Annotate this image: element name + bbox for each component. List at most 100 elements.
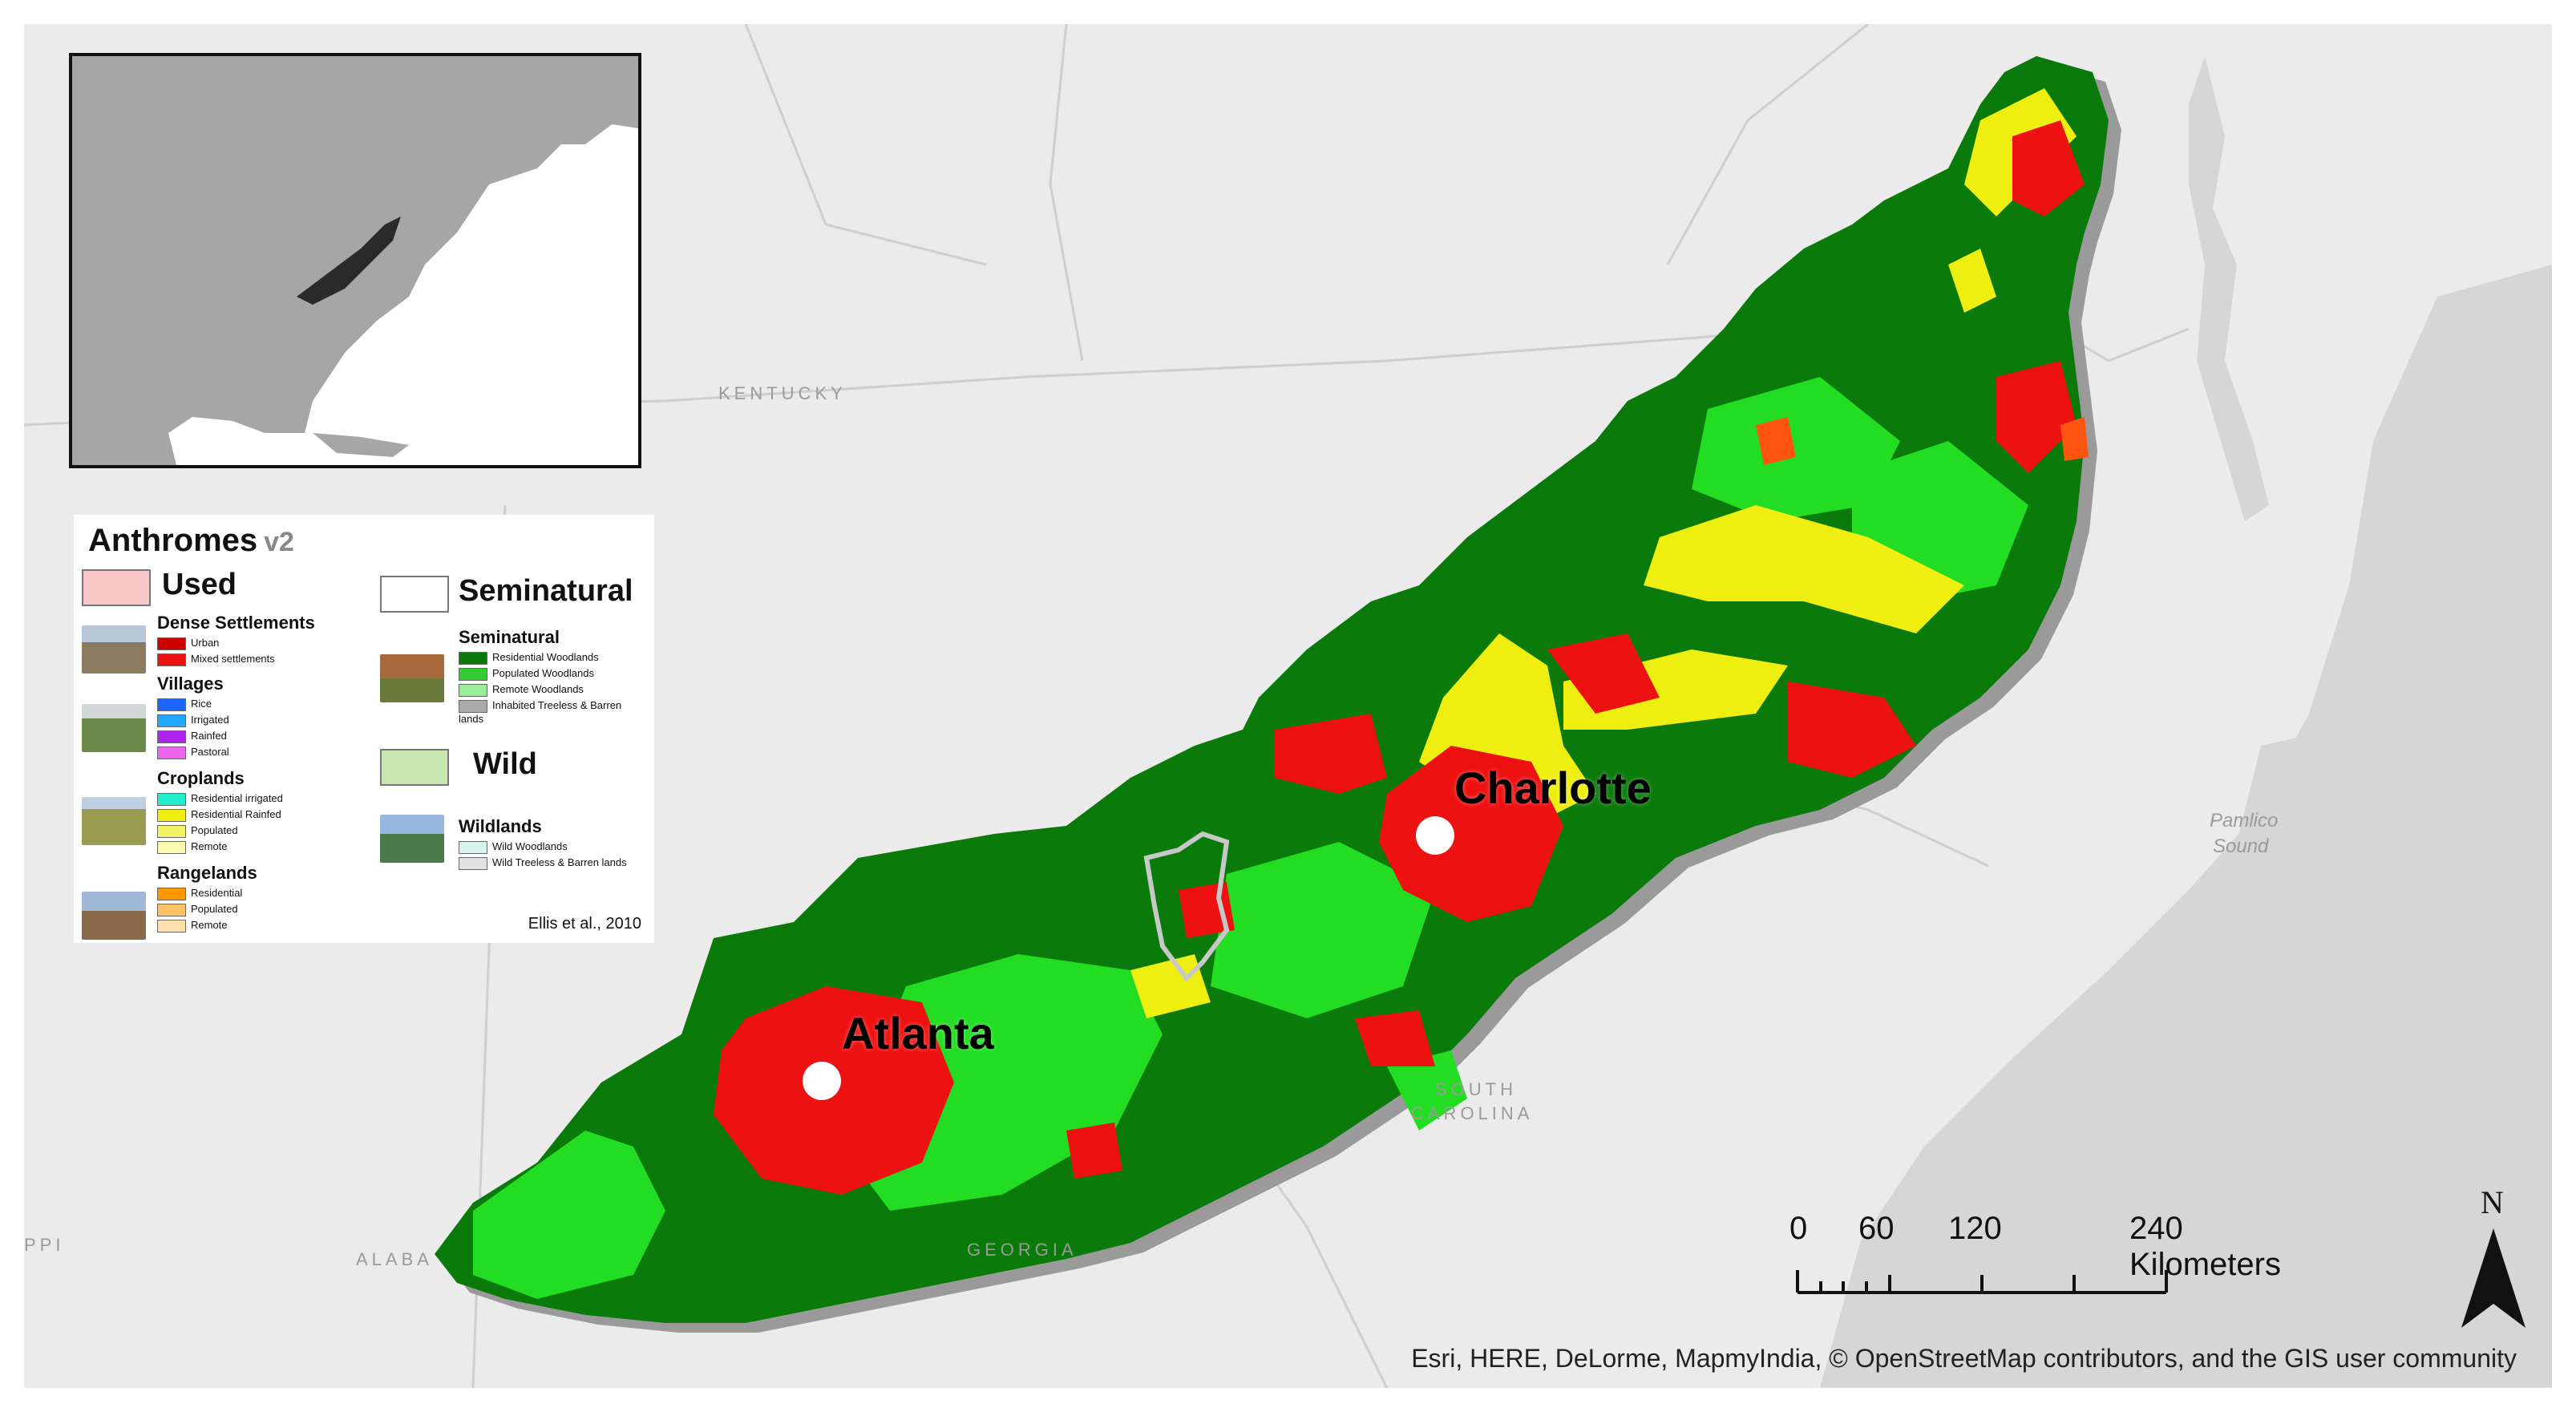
scale-label-0: 0 [1789,1211,1808,1246]
group-seminatural: Seminatural [459,627,560,647]
chesapeake-bay [2189,56,2269,521]
used-swatch [82,569,151,606]
item-rainfed-label: Rainfed [191,730,227,742]
locator-inset [69,53,641,468]
swatch-populated-woodlands [459,667,487,681]
scale-label-120: 120 [1948,1211,2002,1246]
item-remote-woodlands: Remote Woodlands [459,683,584,697]
legend-title-text: Anthromes [88,523,258,558]
item-residential-woodlands: Residential Woodlands [459,651,599,665]
wild-label: Wild [473,747,537,781]
item-populated-woodlands: Populated Woodlands [459,667,594,681]
pamlico-sound [2237,730,2349,906]
atlanta-dot [803,1062,841,1100]
swatch-inhabited-treeless [459,699,487,713]
north-label: N [2481,1184,2504,1220]
item-pastoral: Pastoral [157,746,229,759]
villages-photo [82,704,146,752]
scale-label-60: 60 [1858,1211,1895,1246]
swatch-wild-treeless [459,856,487,870]
item-range-populated-label: Populated [191,903,238,915]
item-remote-woodlands-label: Remote Woodlands [492,683,584,695]
map-attribution: Esri, HERE, DeLorme, MapmyIndia, © OpenS… [1411,1344,2517,1373]
legend-citation: Ellis et al., 2010 [528,915,641,933]
group-dense-settlements: Dense Settlements [157,613,315,633]
item-residential-woodlands-label: Residential Woodlands [492,651,599,663]
swatch-rice [157,698,186,711]
swatch-mixed-settlements [157,653,186,666]
georgia-label: GEORGIA [967,1240,1078,1260]
scale-label-240: 240 Kilometers [2129,1211,2281,1282]
item-populated-woodlands-label: Populated Woodlands [492,667,594,679]
basemap [24,24,2552,1388]
dense-settlements-photo [82,625,146,674]
item-residential-rainfed: Residential Rainfed [157,808,281,822]
swatch-pastoral [157,746,186,759]
item-range-remote-label: Remote [191,919,228,931]
swatch-range-residential [157,887,186,900]
item-irrigated: Irrigated [157,714,229,727]
item-pastoral-label: Pastoral [191,746,229,758]
swatch-residential-woodlands [459,651,487,665]
swatch-rainfed [157,730,186,743]
item-crop-remote-label: Remote [191,840,228,852]
south-label: SOUTH [1435,1079,1517,1099]
item-residential-irrigated: Residential irrigated [157,792,283,806]
scale-ticks [1796,1270,2168,1293]
scale-bar-lines [1796,1270,2168,1294]
item-wild-woodlands-label: Wild Woodlands [492,840,568,852]
legend-title: Anthromes v2 [88,523,294,559]
swatch-urban [157,637,186,650]
item-rice-label: Rice [191,698,212,710]
item-mixed-settlements-label: Mixed settlements [191,653,275,665]
seminatural-photo [380,654,444,702]
item-residential-irrigated-label: Residential irrigated [191,792,283,804]
item-inhabited-treeless-label: Inhabited Treeless & Barren lands [459,699,622,725]
group-croplands: Croplands [157,768,245,788]
item-residential-rainfed-label: Residential Rainfed [191,808,281,820]
swatch-wild-woodlands [459,840,487,854]
inset-region [297,216,401,305]
item-wild-woodlands: Wild Woodlands [459,840,568,854]
swatch-residential-irrigated [157,792,186,806]
croplands-photo [82,797,146,845]
charlotte-dot [1416,816,1454,855]
pamlico-label: Pamlico [2210,810,2279,831]
north-arrow-icon [2461,1228,2525,1328]
item-range-populated: Populated [157,903,238,916]
inset-island [521,88,617,144]
atlantic-ocean [1820,265,2552,1388]
swatch-range-populated [157,903,186,916]
item-mixed-settlements: Mixed settlements [157,653,275,666]
legend-panel: Anthromes v2 Used Seminatural Wild Dense … [74,515,654,943]
scale-bar: 0 60 120 240 Kilometers [1788,1211,2281,1315]
item-urban-label: Urban [191,637,220,649]
item-crop-populated: Populated [157,824,238,838]
wildlands-photo [380,815,444,863]
swatch-crop-remote [157,840,186,854]
atlanta-label: Atlanta [842,1008,994,1058]
group-villages: Villages [157,674,224,694]
item-range-residential: Residential [157,887,242,900]
orange-spots [1756,417,2089,465]
seminatural-swatch [380,576,449,613]
wild-swatch [380,749,449,786]
item-urban: Urban [157,637,219,650]
item-crop-populated-label: Populated [191,824,238,836]
alabama-label: ALABA [356,1249,433,1269]
item-irrigated-label: Irrigated [191,714,229,726]
swatch-residential-rainfed [157,808,186,822]
group-rangelands: Rangelands [157,863,257,883]
carolina-label: CAROLINA [1411,1103,1534,1123]
item-wild-treeless: Wild Treeless & Barren lands [459,856,627,870]
swatch-crop-populated [157,824,186,838]
mississippi-label: PPI [24,1235,65,1255]
inset-map [72,56,638,465]
charlotte-label: Charlotte [1454,763,1652,813]
item-rice: Rice [157,698,212,711]
swatch-irrigated [157,714,186,727]
map-frame: KENTUCKY SOUTH CAROLINA GEORGIA ALABA PP… [24,24,2552,1388]
swatch-range-remote [157,919,186,933]
inset-cuba [313,433,409,457]
seminatural-label: Seminatural [459,574,633,608]
